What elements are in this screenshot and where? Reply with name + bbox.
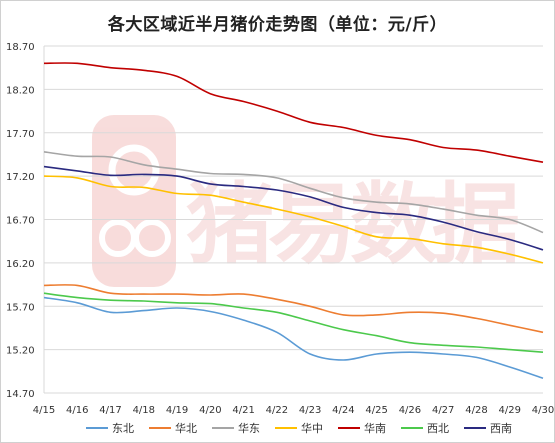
series-line-5 xyxy=(43,62,544,163)
x-tick-label: 4/23 xyxy=(299,405,321,416)
y-tick-label: 16.20 xyxy=(6,259,35,270)
x-tick-label: 4/29 xyxy=(498,405,520,416)
x-tick-label: 4/24 xyxy=(332,405,354,416)
x-tick-label: 4/17 xyxy=(99,405,121,416)
watermark-char: 数 xyxy=(350,173,438,276)
legend-label: 西北 xyxy=(427,422,449,435)
watermark-logo xyxy=(92,115,176,287)
legend-label: 华南 xyxy=(364,421,386,435)
y-tick-label: 17.70 xyxy=(6,129,35,140)
series-line-2 xyxy=(43,284,544,334)
legend-label: 华中 xyxy=(301,421,323,435)
series-line-4 xyxy=(43,175,544,264)
chart-title: 各大区域近半月猪价走势图（单位：元/斤） xyxy=(107,15,448,35)
x-tick-label: 4/25 xyxy=(365,405,387,416)
x-tick-label: 4/18 xyxy=(133,405,155,416)
legend-label: 华北 xyxy=(175,421,197,435)
legend-label: 东北 xyxy=(112,422,134,435)
series-line-7 xyxy=(43,165,544,251)
x-tick-label: 4/27 xyxy=(432,405,454,416)
legend-label: 西南 xyxy=(490,422,512,435)
y-tick-label: 15.20 xyxy=(6,346,35,357)
y-tick-label: 14.70 xyxy=(6,389,35,400)
y-tick-label: 18.20 xyxy=(6,85,35,96)
y-tick-label: 15.70 xyxy=(6,302,35,313)
legend-label: 华东 xyxy=(238,421,260,435)
series-line-6 xyxy=(43,292,544,353)
y-tick-label: 18.70 xyxy=(6,42,35,53)
y-tick-label: 17.20 xyxy=(6,172,35,183)
watermark-char: 据 xyxy=(432,173,520,276)
x-tick-label: 4/28 xyxy=(465,405,487,416)
x-tick-label: 4/22 xyxy=(266,405,288,416)
x-tick-label: 4/30 xyxy=(532,405,554,416)
x-tick-label: 4/15 xyxy=(33,405,55,416)
watermark-char: 猪 xyxy=(186,173,274,276)
x-tick-label: 4/26 xyxy=(399,405,421,416)
x-tick-label: 4/19 xyxy=(166,405,188,416)
x-tick-label: 4/20 xyxy=(199,405,221,416)
x-tick-label: 4/16 xyxy=(66,405,88,416)
x-tick-label: 4/21 xyxy=(232,405,254,416)
y-tick-label: 16.70 xyxy=(6,216,35,227)
series-line-1 xyxy=(43,296,544,380)
series-line-3 xyxy=(43,151,544,234)
